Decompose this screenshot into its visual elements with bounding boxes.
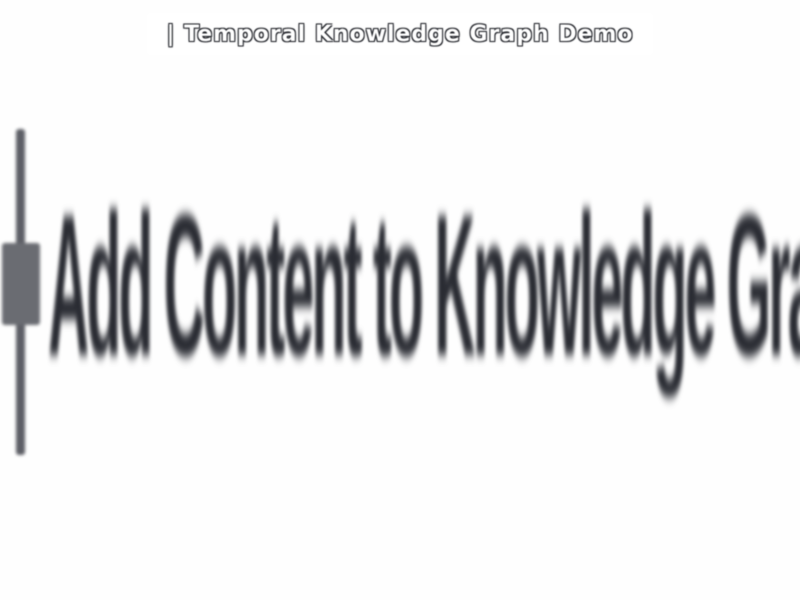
plus-icon-horizontal-bar bbox=[2, 243, 40, 325]
app-title-bar: | Temporal Knowledge Graph Demo bbox=[148, 14, 652, 54]
app-title: | Temporal Knowledge Graph Demo bbox=[166, 21, 634, 47]
heading-container: Add Content to Knowledge Graph bbox=[48, 187, 800, 519]
add-content-heading: Add Content to Knowledge Graph bbox=[48, 176, 800, 401]
add-content-section[interactable]: Add Content to Knowledge Graph bbox=[0, 125, 800, 460]
plus-icon[interactable] bbox=[2, 125, 40, 460]
